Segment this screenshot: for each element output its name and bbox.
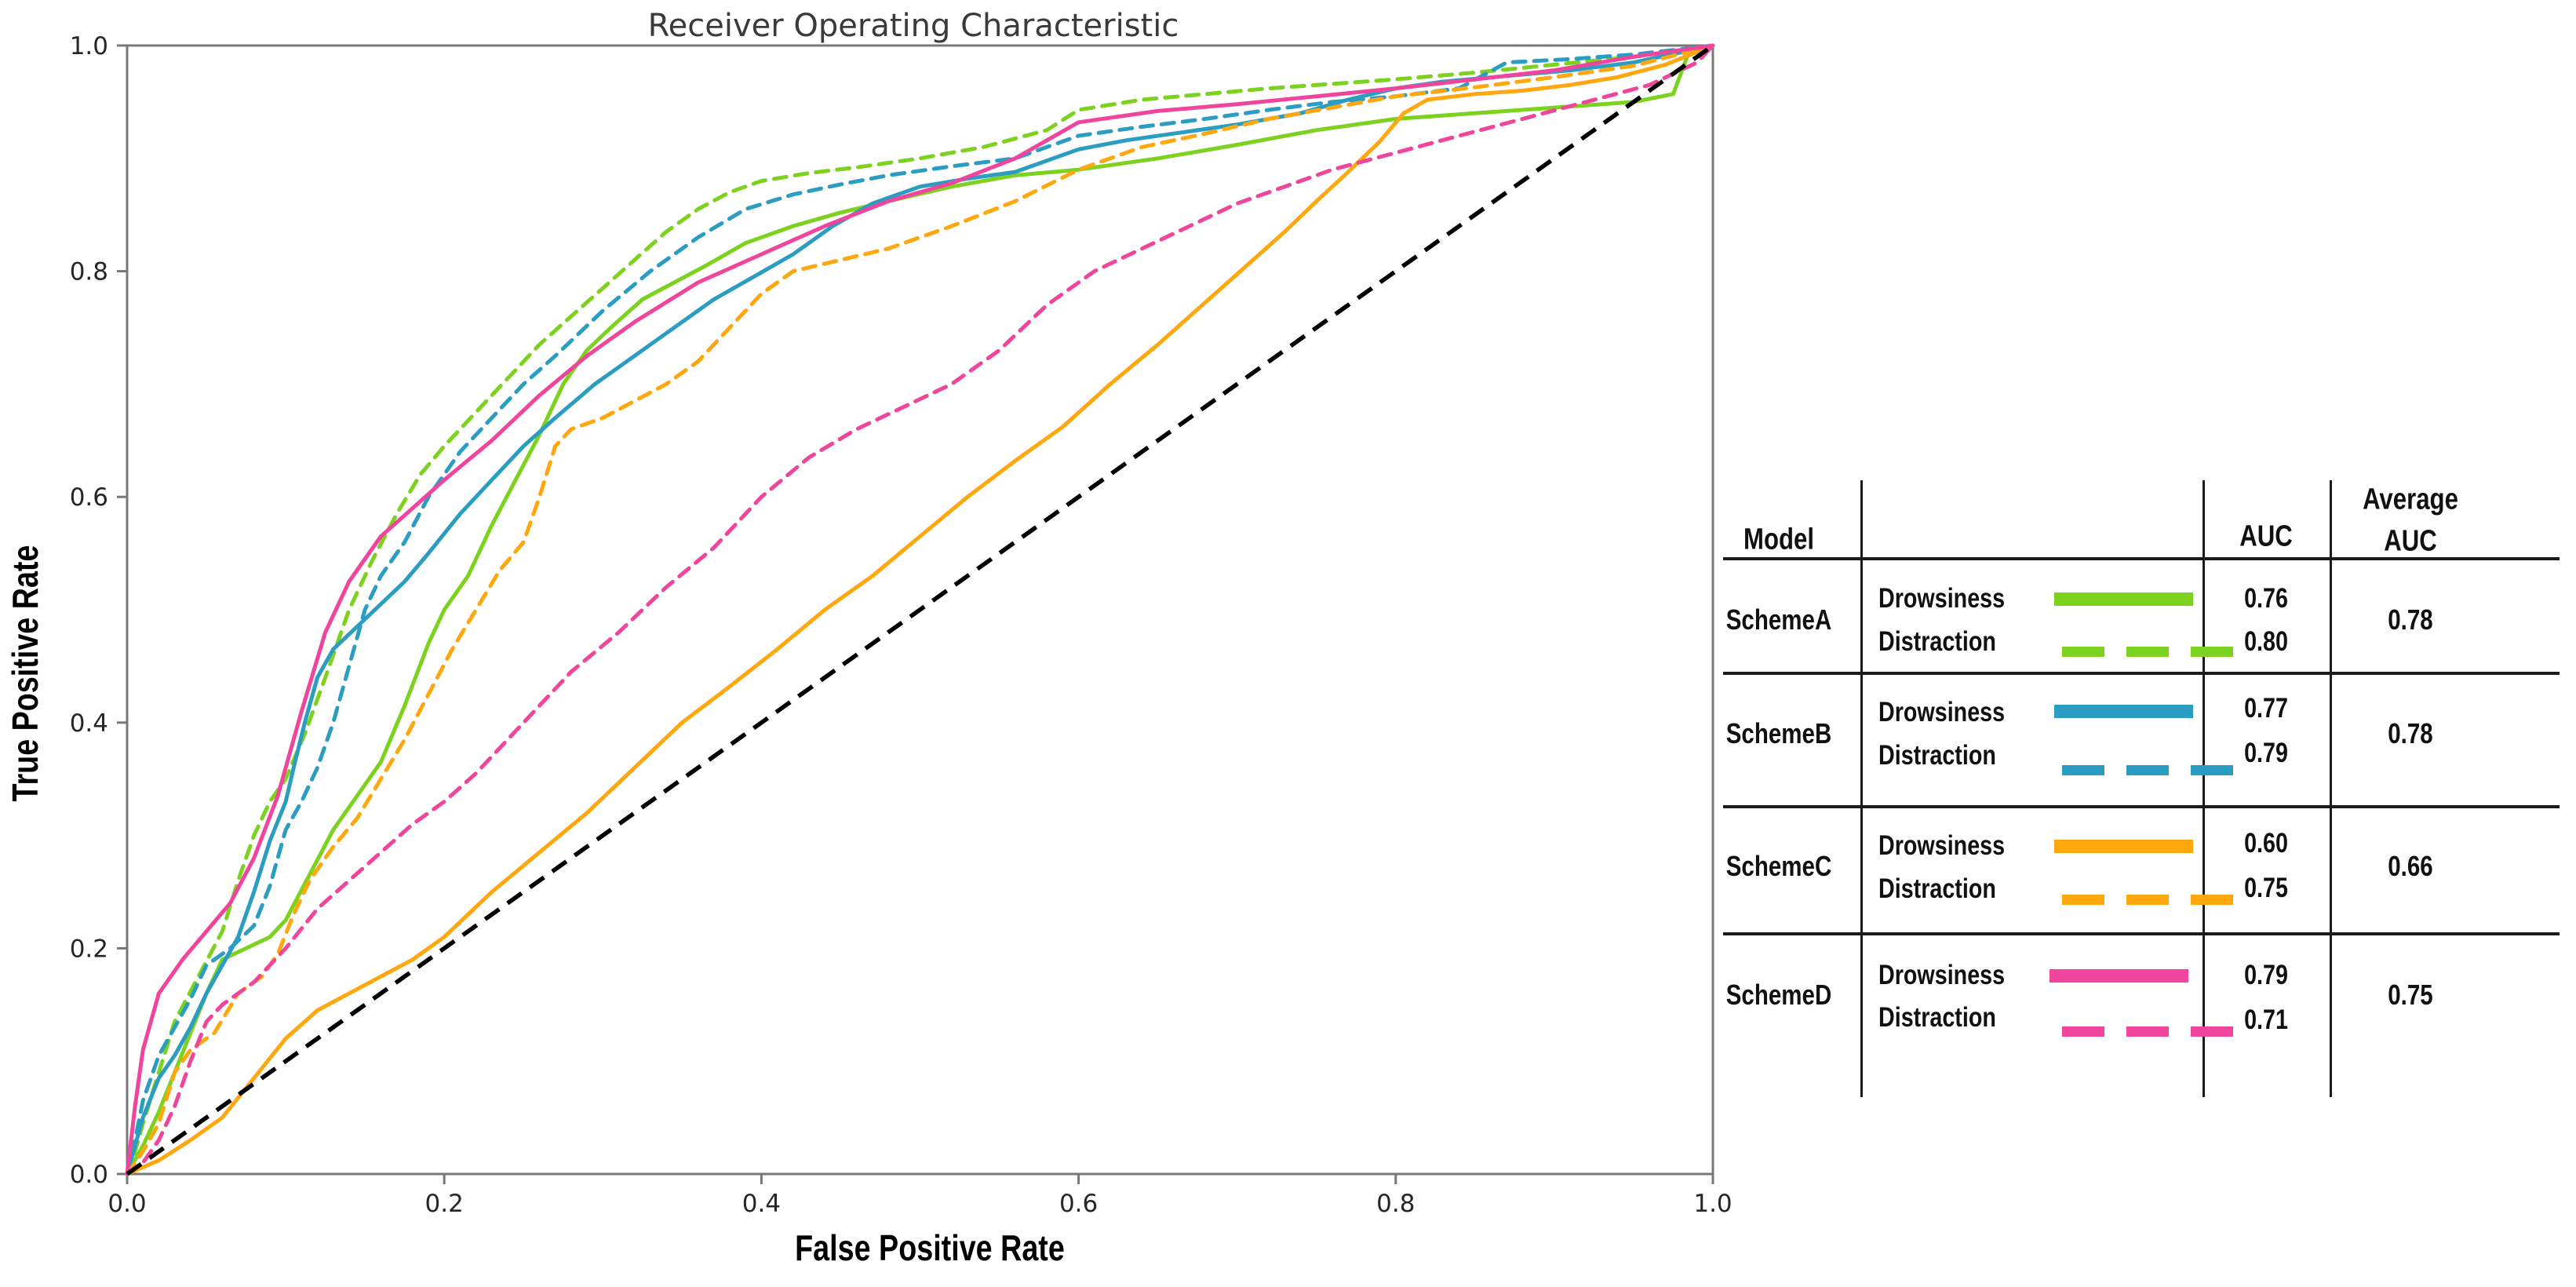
x-tick-label: 0.8 [1376,1190,1415,1218]
table-auc-value: 0.76 [2244,583,2288,614]
table-model-name: SchemeD [1725,979,1832,1011]
x-axis-label: False Positive Rate [795,1227,1065,1267]
table-average-auc-value: 0.78 [2388,603,2433,636]
table-column-divider-1 [1860,480,1863,1097]
table-auc-value: 0.71 [2244,1004,2288,1035]
table-column-divider-3 [2330,480,2332,1097]
x-tick-label: 0.0 [107,1190,146,1218]
table-average-auc-value: 0.78 [2388,717,2433,749]
plot-frame [126,44,1714,1176]
table-condition-label: Drowsiness [1878,583,2006,614]
legend-line-solid-schemeB [2054,705,2193,718]
legend-line-dashed-schemeD [2062,1026,2233,1037]
table-header-average-auc-line2: AUC [2384,524,2437,558]
table-auc-value: 0.60 [2244,828,2288,859]
table-model-name: SchemeB [1725,717,1832,749]
y-tick-label: 0.0 [70,1161,108,1189]
table-row-divider-1 [1723,672,2560,675]
roc-curve-schemea-distraction [125,43,1715,1176]
table-average-auc-value: 0.75 [2388,979,2433,1011]
table-header-underline [1723,557,2560,560]
y-tick-label: 1.0 [70,32,108,60]
roc-curve-schemeb-distraction [125,43,1715,1176]
table-model-name: SchemeC [1725,850,1832,882]
table-condition-label: Drowsiness [1878,960,2006,990]
chance-line [126,43,1714,1176]
table-row-divider-2 [1723,805,2560,808]
table-auc-value: 0.79 [2244,960,2288,990]
table-average-auc-value: 0.66 [2388,850,2433,882]
roc-curve-schemed-distraction [125,43,1715,1176]
table-condition-label: Drowsiness [1878,697,2006,727]
legend-line-dashed-schemeC [2062,895,2233,905]
y-tick-label: 0.6 [70,483,108,512]
roc-curve-schemed-drowsiness [125,43,1715,1176]
table-column-divider-2 [2203,480,2205,1097]
roc-curve-schemec-distraction [125,43,1715,1176]
x-tick-label: 0.2 [425,1190,464,1218]
table-header-average-auc-line1: Average [2363,483,2458,516]
chart-title: Receiver Operating Characteristic [648,8,1179,44]
y-tick-label: 0.8 [70,258,108,286]
x-tick-label: 0.4 [742,1190,781,1218]
table-condition-label: Distraction [1878,626,1996,657]
table-header-auc: AUC [2239,520,2293,553]
table-auc-value: 0.77 [2244,693,2288,724]
table-condition-label: Distraction [1878,873,1996,904]
y-tick-label: 0.2 [70,935,108,963]
table-auc-value: 0.80 [2244,626,2288,657]
legend-line-solid-schemeA [2054,592,2193,606]
y-tick-label: 0.4 [70,709,108,738]
table-header-model: Model [1743,523,1815,556]
legend-line-dashed-schemeA [2062,647,2233,657]
table-row-divider-3 [1723,932,2560,935]
x-tick-label: 1.0 [1693,1190,1732,1218]
legend-line-solid-schemeC [2054,840,2193,853]
y-axis-label: True Positive Rate [5,545,45,802]
table-auc-value: 0.79 [2244,738,2288,768]
table-auc-value: 0.75 [2244,873,2288,903]
roc-curve-schemec-drowsiness [125,43,1715,1176]
x-tick-label: 0.6 [1059,1190,1098,1218]
legend-line-dashed-schemeB [2062,765,2233,775]
table-model-name: SchemeA [1725,603,1832,636]
table-condition-label: Distraction [1878,1002,1996,1033]
legend-line-solid-schemeD [2050,969,2188,983]
table-condition-label: Distraction [1878,740,1996,771]
table-condition-label: Drowsiness [1878,830,2006,861]
